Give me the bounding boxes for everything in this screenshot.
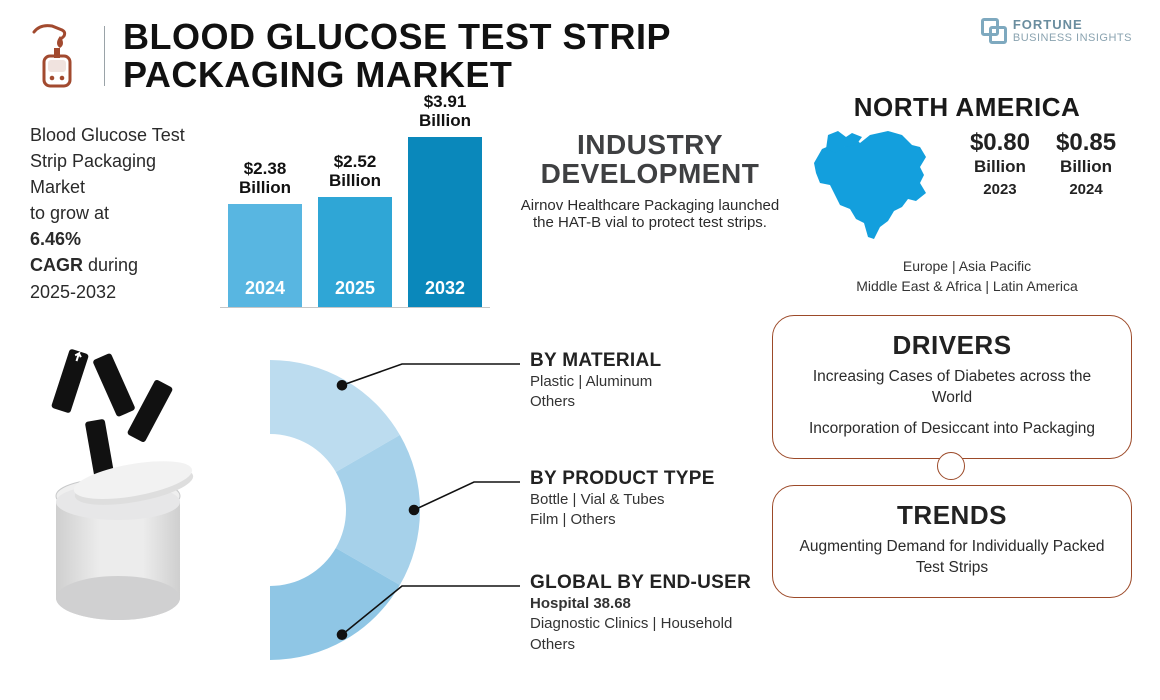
test-strip-bottle-icon bbox=[30, 340, 220, 640]
na-stat-year: 2023 bbox=[970, 181, 1030, 198]
segmentation-item: BY PRODUCT TYPEBottle | Vial & TubesFilm… bbox=[530, 468, 790, 531]
segmentation-title: BY PRODUCT TYPE bbox=[530, 468, 790, 490]
na-stat: $0.80Billion 2023 bbox=[970, 129, 1030, 249]
trends-heading: TRENDS bbox=[795, 500, 1109, 531]
trends-p1: Augmenting Demand for Individually Packe… bbox=[795, 537, 1109, 579]
chart-bar: $2.52Billion2025 bbox=[318, 197, 392, 307]
segmentation-lines: Bottle | Vial & TubesFilm | Others bbox=[530, 490, 790, 531]
industry-heading: INDUSTRY DEVELOPMENT bbox=[510, 130, 790, 189]
north-america-block: NORTH AMERICA $0.80Billion2023$0.85Billi… bbox=[802, 92, 1132, 296]
segmentation-item: GLOBAL BY END-USERHospital 38.68Diagnost… bbox=[530, 572, 790, 655]
na-stat-value: $0.85 bbox=[1056, 129, 1116, 157]
brand-line2: BUSINESS INSIGHTS bbox=[1013, 32, 1132, 44]
bar-value-label: $2.52Billion bbox=[329, 153, 381, 190]
cagr-value: 6.46% bbox=[30, 229, 81, 249]
drivers-p1: Increasing Cases of Diabetes across the … bbox=[795, 367, 1109, 409]
box-connector-icon bbox=[937, 452, 965, 480]
other-regions: Europe | Asia PacificMiddle East & Afric… bbox=[802, 257, 1132, 296]
north-america-map-icon bbox=[802, 129, 942, 249]
header-divider bbox=[104, 26, 105, 86]
glucose-meter-icon bbox=[30, 22, 86, 97]
brand-logo: FORTUNE BUSINESS INSIGHTS bbox=[981, 18, 1132, 44]
market-size-bar-chart: $2.38Billion2024$2.52Billion2025$3.91Bil… bbox=[220, 110, 490, 330]
cagr-l5: during bbox=[88, 255, 138, 275]
cagr-l3: to grow at bbox=[30, 203, 109, 223]
bar-value-label: $2.38Billion bbox=[239, 160, 291, 197]
segmentation-title: BY MATERIAL bbox=[530, 350, 790, 372]
cagr-period: 2025-2032 bbox=[30, 282, 116, 302]
segmentation-title: GLOBAL BY END-USER bbox=[530, 572, 790, 594]
brand-line1: FORTUNE bbox=[1013, 17, 1083, 32]
chart-bar: $2.38Billion2024 bbox=[228, 204, 302, 307]
cagr-l4: CAGR bbox=[30, 255, 83, 275]
cagr-l1: Blood Glucose Test Strip Packaging bbox=[30, 125, 185, 171]
drivers-heading: DRIVERS bbox=[795, 330, 1109, 361]
bar-value-label: $3.91Billion bbox=[419, 93, 471, 130]
drivers-box: DRIVERS Increasing Cases of Diabetes acr… bbox=[772, 315, 1132, 459]
na-stat-value: $0.80 bbox=[970, 129, 1030, 157]
na-stat-year: 2024 bbox=[1056, 181, 1116, 198]
page-title: BLOOD GLUCOSE TEST STRIP PACKAGING MARKE… bbox=[123, 18, 883, 94]
cagr-l2: Market bbox=[30, 177, 85, 197]
na-stat: $0.85Billion 2024 bbox=[1056, 129, 1116, 249]
industry-text: Airnov Healthcare Packaging launched the… bbox=[510, 197, 790, 231]
trends-box: TRENDS Augmenting Demand for Individuall… bbox=[772, 485, 1132, 598]
segmentation-donut: BY MATERIALPlastic | AluminumOthersBY PR… bbox=[240, 350, 760, 670]
header: BLOOD GLUCOSE TEST STRIP PACKAGING MARKE… bbox=[0, 0, 1160, 97]
na-stat-unit: Billion bbox=[970, 157, 1030, 177]
na-heading: NORTH AMERICA bbox=[802, 92, 1132, 123]
brand-mark-icon bbox=[981, 18, 1007, 44]
segmentation-lines: Plastic | AluminumOthers bbox=[530, 372, 790, 413]
industry-development: INDUSTRY DEVELOPMENT Airnov Healthcare P… bbox=[510, 130, 790, 231]
bar-year-label: 2024 bbox=[245, 278, 285, 299]
chart-bar: $3.91Billion2032 bbox=[408, 137, 482, 307]
segmentation-item: BY MATERIALPlastic | AluminumOthers bbox=[530, 350, 790, 413]
cagr-summary: Blood Glucose Test Strip Packaging Marke… bbox=[30, 122, 210, 305]
drivers-p2: Incorporation of Desiccant into Packagin… bbox=[795, 419, 1109, 440]
bar-year-label: 2025 bbox=[335, 278, 375, 299]
segmentation-lines: Hospital 38.68Diagnostic Clinics | House… bbox=[530, 594, 790, 655]
bar-year-label: 2032 bbox=[425, 278, 465, 299]
na-stat-unit: Billion bbox=[1056, 157, 1116, 177]
